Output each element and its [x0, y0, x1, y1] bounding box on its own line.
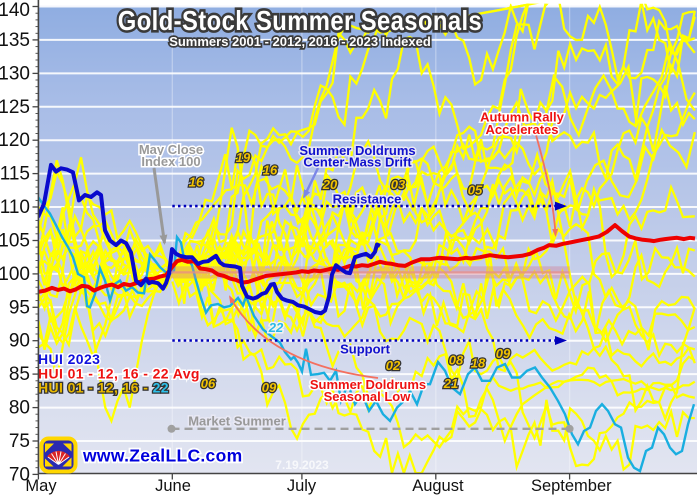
svg-text:www.ZealLLC.com: www.ZealLLC.com	[82, 446, 242, 466]
svg-text:110: 110	[0, 197, 30, 218]
svg-text:Support: Support	[340, 342, 390, 357]
svg-text:22: 22	[268, 320, 284, 335]
svg-text:May: May	[25, 477, 57, 495]
svg-text:June: June	[155, 477, 191, 495]
svg-text:18: 18	[471, 356, 486, 371]
svg-text:75: 75	[9, 431, 30, 452]
svg-text:05: 05	[468, 183, 483, 198]
svg-text:Market Summer: Market Summer	[188, 414, 286, 429]
svg-text:Resistance: Resistance	[333, 192, 402, 207]
svg-text:20: 20	[322, 177, 338, 192]
svg-text:Accelerates: Accelerates	[486, 122, 559, 137]
svg-text:02: 02	[386, 358, 401, 373]
svg-text:130: 130	[0, 63, 30, 84]
svg-text:HUI 2023: HUI 2023	[38, 351, 100, 367]
svg-text:Summer Doldrums: Summer Doldrums	[310, 377, 426, 392]
svg-text:09: 09	[262, 380, 277, 395]
svg-text:Autumn Rally: Autumn Rally	[480, 110, 565, 125]
svg-text:HUI 01 - 12, 16 - 22 Avg: HUI 01 - 12, 16 - 22 Avg	[38, 366, 200, 382]
svg-text:140: 140	[0, 0, 30, 21]
svg-text:Seasonal Low: Seasonal Low	[324, 389, 412, 404]
svg-text:09: 09	[496, 346, 511, 361]
svg-text:Center-Mass Drift: Center-Mass Drift	[303, 155, 412, 170]
svg-text:08: 08	[449, 353, 464, 368]
svg-text:August: August	[412, 477, 464, 495]
svg-text:HUI 01 - 12, 16 - 22: HUI 01 - 12, 16 - 22	[38, 380, 169, 396]
svg-text:03: 03	[391, 177, 406, 192]
svg-text:21: 21	[443, 376, 458, 391]
svg-text:July: July	[287, 477, 317, 495]
svg-text:Index 100: Index 100	[141, 154, 200, 169]
svg-text:120: 120	[0, 130, 30, 151]
svg-text:115: 115	[0, 164, 30, 185]
svg-text:95: 95	[9, 297, 30, 318]
svg-text:80: 80	[9, 398, 30, 419]
svg-text:125: 125	[0, 97, 30, 118]
svg-text:105: 105	[0, 231, 30, 252]
svg-text:Gold-Stock Summer Seasonals: Gold-Stock Summer Seasonals	[118, 4, 482, 36]
svg-text:06: 06	[201, 376, 216, 391]
svg-text:7.19.2023: 7.19.2023	[275, 458, 329, 472]
svg-text:85: 85	[9, 364, 30, 385]
svg-text:May Close: May Close	[139, 142, 203, 157]
svg-text:Summers 2001 - 2012, 2016 - 20: Summers 2001 - 2012, 2016 - 2023 Indexed	[169, 34, 431, 49]
svg-text:135: 135	[0, 30, 30, 51]
svg-text:Summer Doldrums: Summer Doldrums	[299, 143, 415, 158]
svg-text:16: 16	[189, 175, 204, 190]
svg-text:September: September	[531, 477, 612, 495]
svg-text:16: 16	[263, 163, 278, 178]
svg-text:100: 100	[0, 264, 30, 285]
svg-text:70: 70	[9, 464, 30, 485]
svg-text:90: 90	[9, 331, 30, 352]
svg-text:19: 19	[236, 150, 251, 165]
